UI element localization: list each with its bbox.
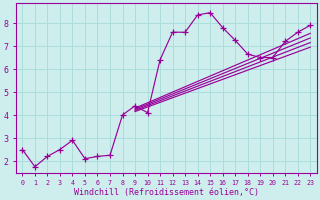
X-axis label: Windchill (Refroidissement éolien,°C): Windchill (Refroidissement éolien,°C) [74, 188, 259, 197]
